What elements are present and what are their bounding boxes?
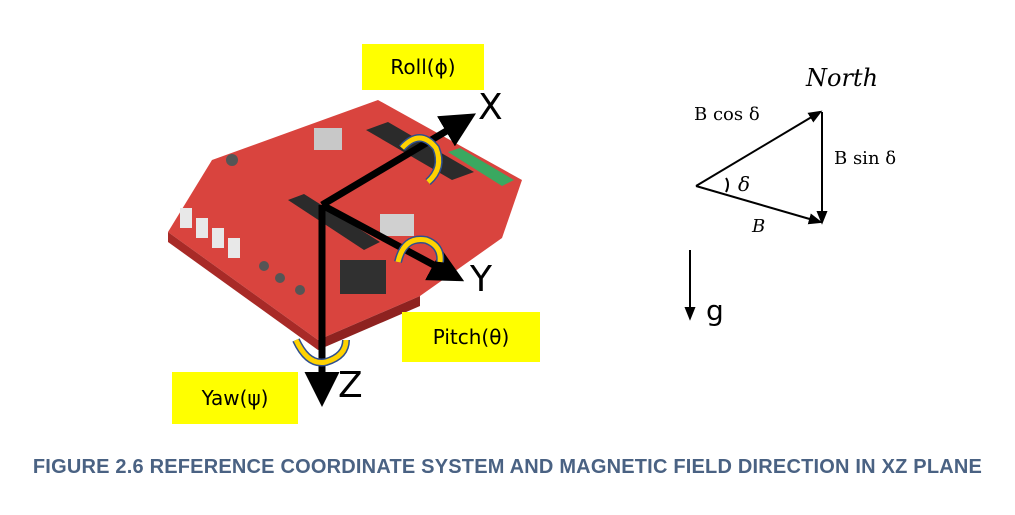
- z-axis-label: Z: [338, 365, 363, 406]
- button-2: [196, 218, 208, 238]
- pitch-label: Pitch(θ): [402, 312, 540, 362]
- button-1: [180, 208, 192, 228]
- b-cos-vector: [695, 110, 823, 187]
- usb-connector: [314, 128, 342, 150]
- delta-angle-arc: [725, 177, 729, 193]
- y-axis-label: Y: [470, 259, 492, 300]
- gravity-label: g: [706, 294, 724, 327]
- delta-angle-label: δ: [738, 172, 751, 196]
- chip: [380, 214, 414, 236]
- black-connector: [340, 260, 386, 294]
- header-strip-mid: [288, 194, 380, 250]
- board-edge-right: [318, 296, 420, 350]
- header-strip-top: [366, 122, 474, 180]
- x-axis-arrow: [320, 113, 477, 209]
- b-label: B: [752, 216, 766, 237]
- button-3: [212, 228, 224, 248]
- b-sin-label: B sin δ: [834, 148, 897, 169]
- reset-button: [226, 154, 238, 166]
- button-4: [228, 238, 240, 258]
- b-vector: [695, 185, 823, 225]
- push-button-c: [295, 285, 305, 295]
- pitch-rotation-arrow-fill: [395, 236, 443, 263]
- x-axis-label: X: [478, 87, 503, 128]
- roll-label: Roll(ϕ): [362, 44, 484, 90]
- yaw-label: Yaw(ψ): [172, 372, 298, 424]
- figure-caption: FIGURE 2.6 REFERENCE COORDINATE SYSTEM A…: [32, 456, 983, 478]
- board-edge: [168, 232, 318, 350]
- push-button-b: [275, 273, 285, 283]
- push-button-a: [259, 261, 269, 271]
- yaw-rotation-arrow-fill: [293, 338, 349, 366]
- b-cos-label: B cos δ: [694, 104, 760, 125]
- north-label: North: [806, 64, 879, 92]
- green-connector: [448, 148, 514, 186]
- y-axis-arrow: [320, 201, 465, 282]
- roll-rotation-arrow-fill: [400, 135, 442, 184]
